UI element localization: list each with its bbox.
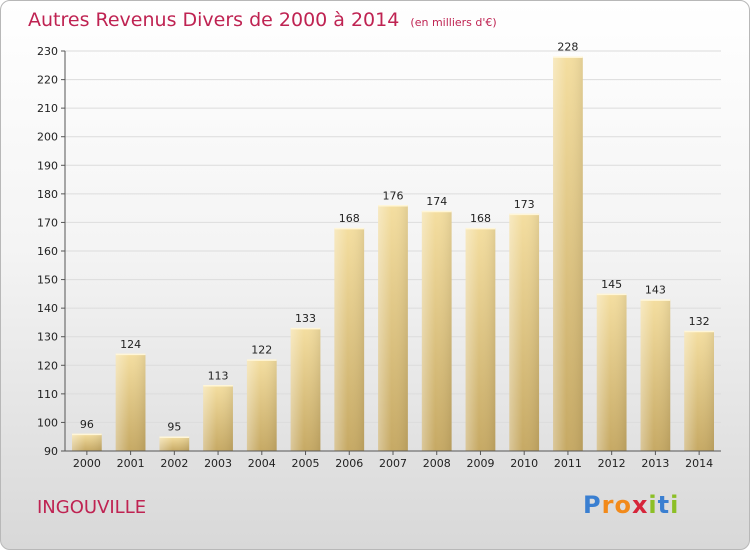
value-label: 133	[295, 312, 316, 325]
x-tick-label: 2005	[292, 457, 320, 470]
x-tick-label: 2011	[554, 457, 582, 470]
x-tick-label: 2010	[510, 457, 538, 470]
x-tick-label: 2004	[248, 457, 276, 470]
bar-shade	[640, 299, 671, 451]
chart-unit: (en milliers d'€)	[410, 16, 497, 29]
y-tick-label: 200	[37, 131, 58, 144]
value-label: 173	[514, 198, 535, 211]
bar-shade	[684, 331, 715, 451]
value-label: 168	[470, 212, 491, 225]
logo-letter: x	[631, 491, 649, 519]
value-label: 96	[80, 418, 94, 431]
y-tick-label: 150	[37, 274, 58, 287]
logo-letter: r	[601, 491, 615, 519]
y-tick-label: 110	[37, 388, 58, 401]
y-tick-label: 130	[37, 331, 58, 344]
bar-shade	[71, 433, 102, 451]
x-tick-label: 2013	[641, 457, 669, 470]
value-label: 168	[339, 212, 360, 225]
bar-shade	[553, 56, 583, 451]
y-tick-label: 210	[37, 102, 58, 115]
y-tick-label: 120	[37, 359, 58, 372]
logo-letter: t	[657, 491, 671, 519]
x-tick-label: 2003	[204, 457, 232, 470]
logo-letter: P	[583, 491, 602, 519]
bar-shade	[596, 293, 627, 451]
value-label: 122	[251, 344, 272, 357]
x-tick-label: 2007	[379, 457, 407, 470]
y-tick-label: 180	[37, 188, 58, 201]
bar-shade	[334, 228, 365, 451]
y-tick-label: 140	[37, 302, 58, 315]
logo-letter: i	[648, 491, 658, 519]
bar-shade	[203, 385, 233, 451]
chart-title: Autres Revenus Divers de 2000 à 2014 (en…	[28, 9, 497, 31]
y-tick-label: 220	[37, 74, 58, 87]
bar-shade	[421, 211, 452, 451]
value-label: 145	[601, 278, 622, 291]
x-tick-label: 2008	[423, 457, 451, 470]
chart-title-text: Autres Revenus Divers de 2000 à 2014	[28, 9, 400, 31]
bar-shade	[290, 328, 321, 451]
x-tick-label: 2009	[466, 457, 494, 470]
value-label: 174	[426, 195, 447, 208]
y-tick-label: 100	[37, 416, 58, 429]
bars-layer: 96 124 95 113 122 133 168 176 174 168 173 228 145 143…	[71, 41, 715, 451]
axis-layer: 90 100 110 120 130 140 150 160 170 180 190 200 210 22…	[37, 45, 721, 470]
proxiti-logo: Proxiti	[583, 491, 679, 519]
y-tick-label: 90	[44, 445, 58, 458]
bar-shade	[246, 359, 277, 451]
value-label: 143	[645, 284, 666, 297]
value-label: 132	[689, 315, 710, 328]
bar-shade	[465, 228, 496, 451]
x-tick-label: 2000	[73, 457, 101, 470]
x-tick-label: 2006	[335, 457, 363, 470]
y-tick-label: 160	[37, 245, 58, 258]
value-label: 176	[383, 189, 404, 202]
x-tick-label: 2001	[117, 457, 145, 470]
value-label: 95	[167, 421, 181, 434]
x-tick-label: 2002	[160, 457, 188, 470]
bar-shade	[115, 353, 146, 451]
value-label: 124	[120, 338, 141, 351]
commune-name: INGOUVILLE	[37, 497, 147, 518]
x-tick-label: 2014	[685, 457, 713, 470]
y-tick-label: 170	[37, 216, 58, 229]
logo-letter: i	[670, 491, 680, 519]
logo-letter: o	[614, 491, 632, 519]
x-tick-label: 2012	[598, 457, 626, 470]
bar-shade	[378, 205, 408, 451]
value-label: 228	[557, 41, 578, 54]
bar-shade	[159, 436, 190, 451]
y-tick-label: 230	[37, 45, 58, 58]
value-label: 113	[208, 369, 229, 382]
bar-shade	[509, 213, 540, 451]
y-tick-label: 190	[37, 159, 58, 172]
